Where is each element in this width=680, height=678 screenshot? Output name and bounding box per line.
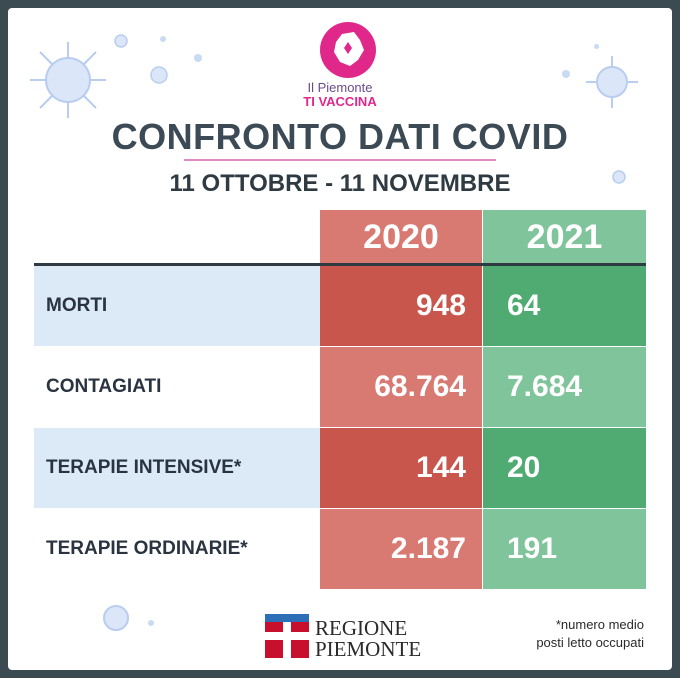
decor-dot xyxy=(562,70,570,78)
infographic-card: Il Piemonte TI VACCINA CONFRONTO DATI CO… xyxy=(8,8,672,670)
table-row: TERAPIE INTENSIVE* 144 20 xyxy=(34,428,646,508)
row-label: CONTAGIATI xyxy=(34,347,320,427)
value-2021: 7.684 xyxy=(483,347,646,427)
virus-icon xyxy=(586,56,638,108)
value-2021: 20 xyxy=(483,428,646,508)
regione-line2: PIEMONTE xyxy=(315,637,422,661)
logo-line2: TI VACCINA xyxy=(303,94,377,109)
title-divider xyxy=(184,159,496,161)
row-label: TERAPIE INTENSIVE* xyxy=(34,428,320,508)
page-subtitle: 11 OTTOBRE - 11 NOVEMBRE xyxy=(169,170,511,197)
value-2020: 68.764 xyxy=(320,347,482,427)
table-row: MORTI 948 64 xyxy=(34,266,646,346)
footnote: *numero medio posti letto occupati xyxy=(536,616,644,652)
value-2020: 948 xyxy=(320,266,482,346)
regione-flag-icon xyxy=(265,614,309,658)
value-2021: 64 xyxy=(483,266,646,346)
value-2020: 144 xyxy=(320,428,482,508)
virus-icon xyxy=(612,170,626,184)
logo-line1: Il Piemonte xyxy=(307,80,373,95)
virus-icon xyxy=(150,66,168,84)
footnote-line2: posti letto occupati xyxy=(536,635,644,650)
row-label: MORTI xyxy=(34,266,320,346)
virus-icon xyxy=(30,42,106,118)
footnote-line1: *numero medio xyxy=(555,617,644,632)
column-header-2020: 2020 xyxy=(320,210,482,264)
decor-dot xyxy=(594,44,599,49)
decor-dot xyxy=(148,620,154,626)
table-row: TERAPIE ORDINARIE* 2.187 191 xyxy=(34,509,646,589)
regione-line1: REGIONE xyxy=(315,616,408,640)
piemonte-map-icon xyxy=(320,22,376,78)
column-header-2021: 2021 xyxy=(483,210,646,264)
virus-icon xyxy=(103,605,129,631)
regione-logo: REGIONE PIEMONTE xyxy=(265,614,425,661)
row-label: TERAPIE ORDINARIE* xyxy=(34,509,320,589)
page-title: CONFRONTO DATI COVID xyxy=(111,116,569,157)
table-row: CONTAGIATI 68.764 7.684 xyxy=(34,347,646,427)
decor-dot xyxy=(194,54,202,62)
virus-icon xyxy=(114,34,128,48)
header-rule xyxy=(34,263,646,266)
value-2020: 2.187 xyxy=(320,509,482,589)
value-2021: 191 xyxy=(483,509,646,589)
decor-dot xyxy=(160,36,166,42)
